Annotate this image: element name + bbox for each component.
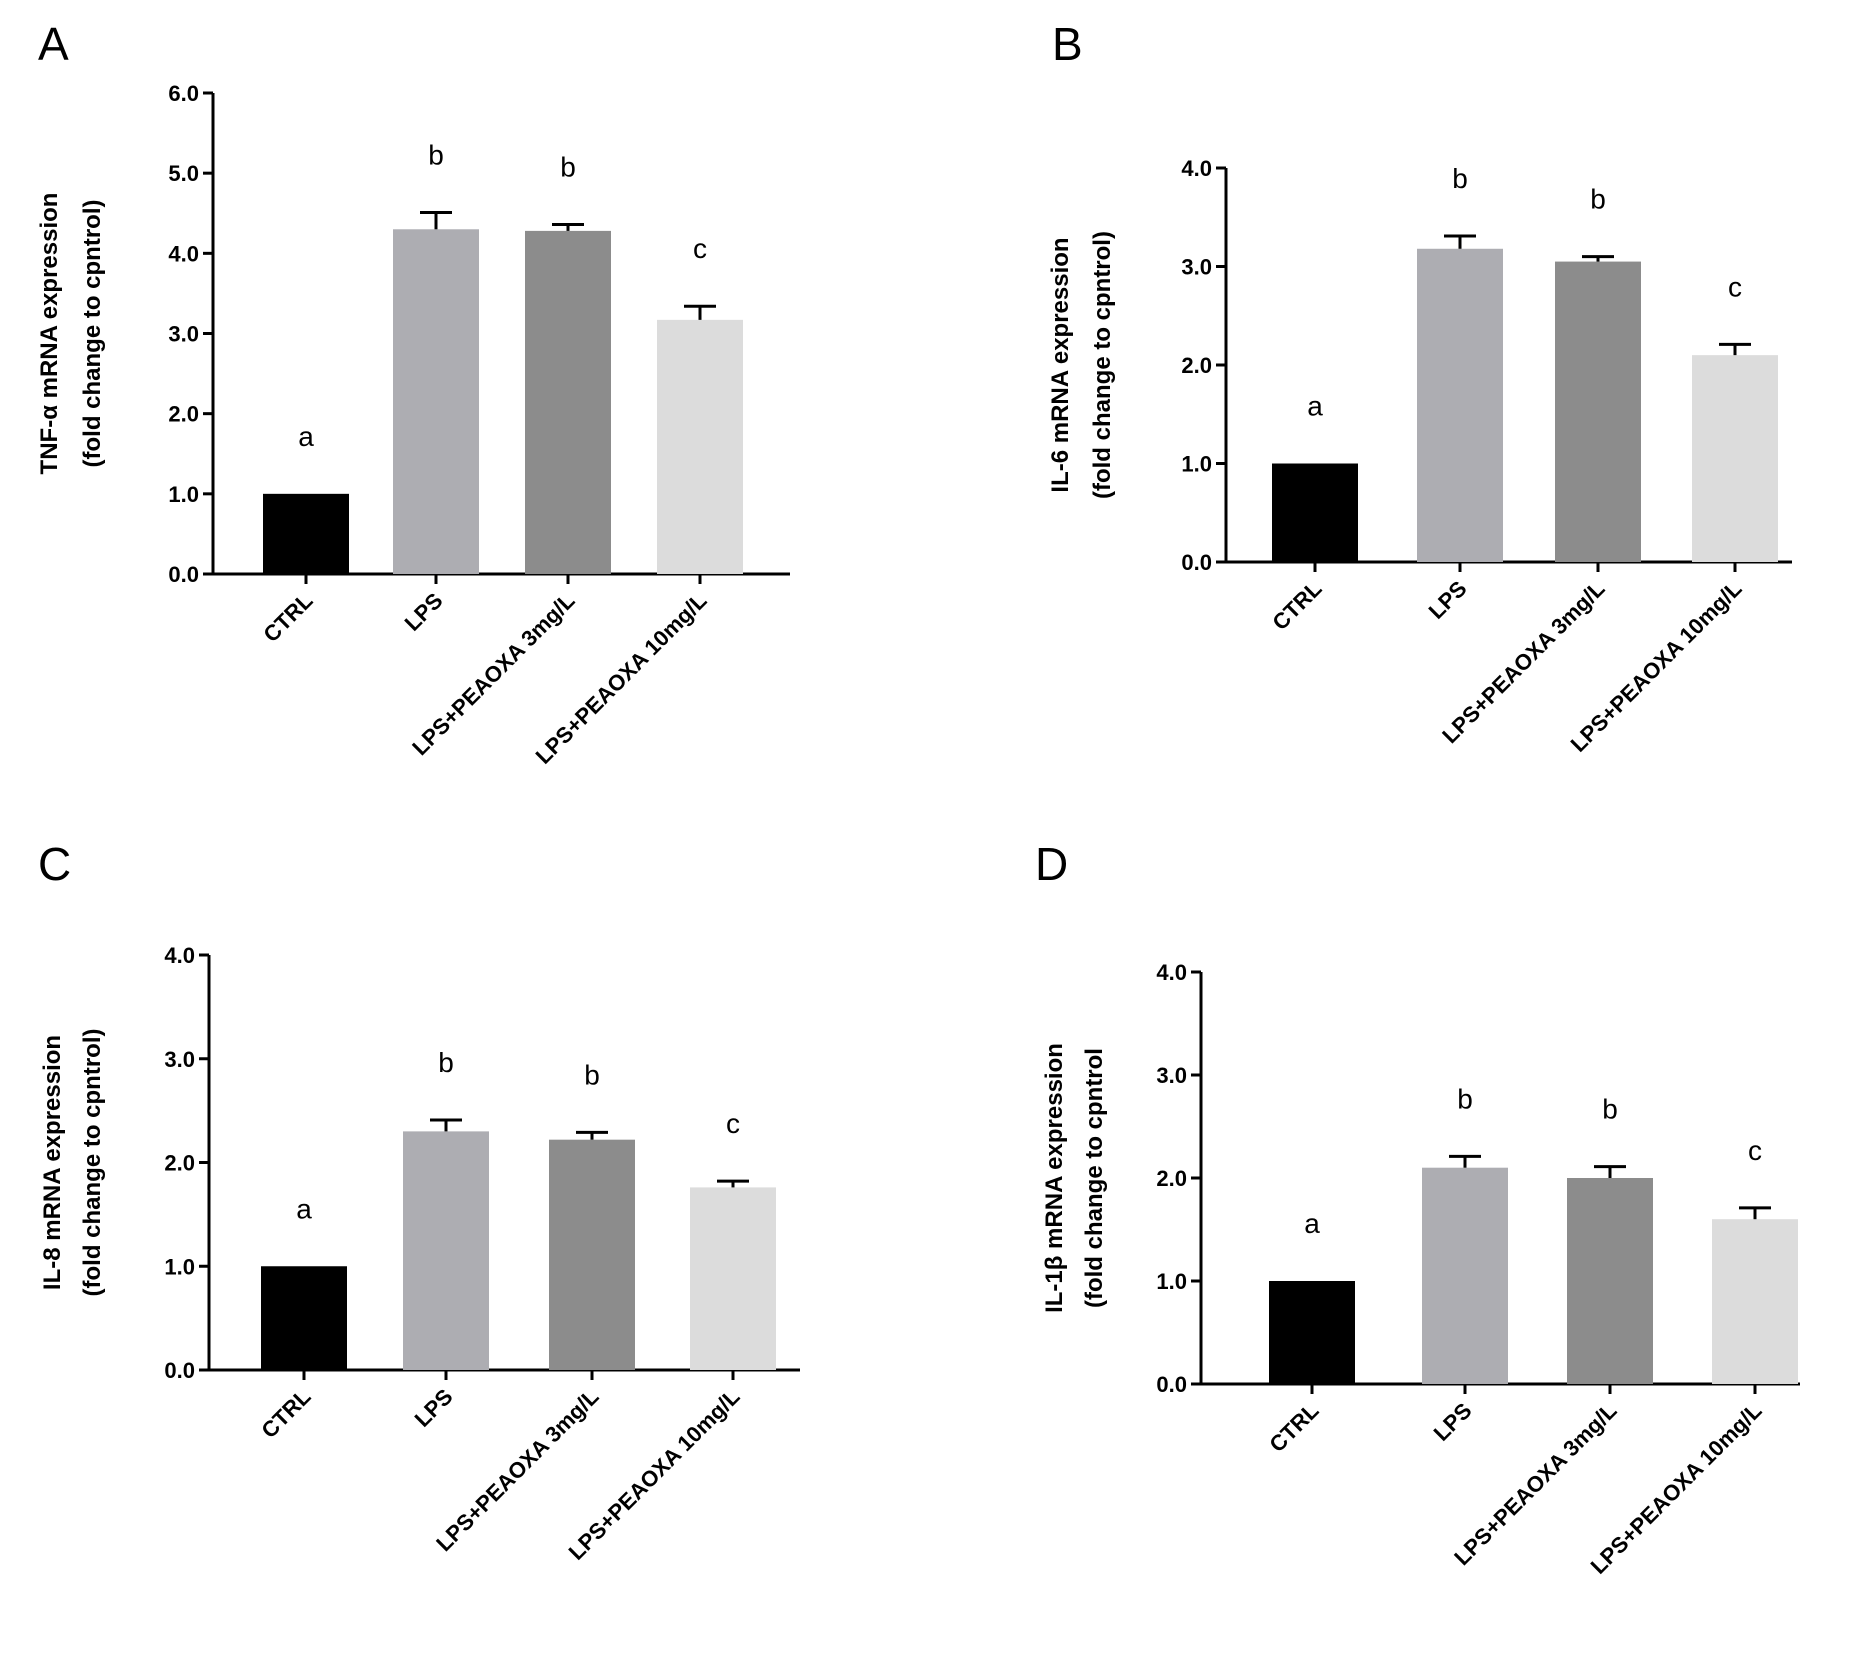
- y-tick-label: 0.0: [164, 1358, 195, 1383]
- y-tick-label: 4.0: [168, 241, 199, 266]
- panel-letter: B: [1052, 18, 1083, 70]
- x-category-label: CTRL: [256, 1384, 315, 1443]
- panel-letter: D: [1035, 838, 1068, 890]
- y-tick-label: 4.0: [164, 943, 195, 968]
- significance-label: b: [1457, 1083, 1473, 1114]
- bar: [1417, 248, 1503, 562]
- bar: [1272, 463, 1358, 562]
- y-tick-label: 2.0: [1156, 1166, 1187, 1191]
- bar: [525, 230, 611, 575]
- bar: [690, 1187, 776, 1370]
- x-category-label: LPS+PEAOXA 3mg/L: [431, 1384, 603, 1556]
- significance-label: c: [693, 233, 707, 264]
- y-axis-label: IL-1β mRNA expression: [1041, 1043, 1068, 1313]
- x-category-label: LPS: [410, 1384, 458, 1432]
- y-axis-label: IL-8 mRNA expression: [39, 1035, 66, 1290]
- x-category-label: LPS: [400, 588, 448, 636]
- y-axis-label-sub: (fold change to cpntrol): [1089, 231, 1116, 499]
- x-category-label: LPS+PEAOXA 3mg/L: [1449, 1398, 1621, 1570]
- y-axis-label-sub: (fold change to cpntrol: [1081, 1048, 1108, 1308]
- panel-d: D 0.0 1.0 2.0 3.0 4.0 IL-1β mRNA expression (fo…: [1035, 838, 1800, 1579]
- x-category-label: LPS+PEAOXA 10mg/L: [1586, 1398, 1767, 1579]
- y-tick-label: 3.0: [1181, 255, 1212, 280]
- panel-c: C 0.0 1.0 2.0 3.0 4.0 IL-8 mRNA expression (fol…: [38, 838, 800, 1565]
- y-tick-label: 5.0: [168, 161, 199, 186]
- bar: [1269, 1281, 1355, 1384]
- significance-label: b: [1452, 163, 1468, 194]
- significance-label: a: [298, 421, 314, 452]
- y-axis-label-sub: (fold change to cpntrol): [79, 1029, 106, 1297]
- y-tick-label: 2.0: [164, 1151, 195, 1176]
- significance-label: a: [1304, 1208, 1320, 1239]
- y-tick-label: 6.0: [168, 81, 199, 106]
- bar: [1692, 355, 1778, 562]
- panel-a: A 0.0 1.0 2.0 3.0 4.0 5.0 6.0 TNF-α mRNA express…: [36, 18, 790, 769]
- significance-label: b: [428, 139, 444, 170]
- bar: [657, 319, 743, 574]
- y-tick-label: 4.0: [1181, 156, 1212, 181]
- bar: [403, 1131, 489, 1370]
- x-category-label: CTRL: [258, 588, 317, 647]
- y-tick-label: 1.0: [1156, 1269, 1187, 1294]
- panel-letter: C: [38, 838, 71, 890]
- y-axis-label: IL-6 mRNA expression: [1047, 237, 1074, 492]
- significance-label: b: [584, 1059, 600, 1090]
- y-tick-label: 3.0: [168, 322, 199, 347]
- significance-label: b: [1602, 1094, 1618, 1125]
- y-tick-label: 0.0: [1181, 550, 1212, 575]
- significance-label: b: [560, 151, 576, 182]
- x-category-label: CTRL: [1267, 576, 1326, 635]
- significance-label: c: [726, 1108, 740, 1139]
- y-tick-label: 2.0: [168, 402, 199, 427]
- bar: [1555, 261, 1641, 562]
- y-tick-label: 3.0: [164, 1047, 195, 1072]
- bar: [263, 493, 349, 574]
- significance-label: c: [1748, 1135, 1762, 1166]
- bar: [1422, 1167, 1508, 1384]
- x-category-label: CTRL: [1264, 1398, 1323, 1457]
- significance-label: a: [296, 1193, 312, 1224]
- significance-label: b: [1590, 184, 1606, 215]
- bar: [1712, 1219, 1798, 1384]
- bar: [393, 229, 479, 575]
- x-category-label: LPS: [1429, 1398, 1477, 1446]
- y-tick-label: 0.0: [168, 562, 199, 587]
- bar: [261, 1266, 347, 1370]
- y-tick-label: 1.0: [164, 1254, 195, 1279]
- significance-label: c: [1728, 271, 1742, 302]
- panel-letter: A: [38, 18, 69, 70]
- bar: [1567, 1178, 1653, 1384]
- y-axis-label-sub: (fold change to cpntrol): [79, 200, 106, 468]
- significance-label: a: [1307, 391, 1323, 422]
- y-tick-label: 1.0: [168, 482, 199, 507]
- y-tick-label: 3.0: [1156, 1063, 1187, 1088]
- significance-label: b: [438, 1047, 454, 1078]
- x-category-label: LPS: [1424, 576, 1472, 624]
- y-tick-label: 2.0: [1181, 353, 1212, 378]
- panel-b: B 0.0 1.0 2.0 3.0 4.0 IL-6 mRNA expression (fol…: [1047, 18, 1792, 757]
- bar: [549, 1139, 635, 1370]
- y-axis-label: TNF-α mRNA expression: [36, 193, 63, 475]
- y-tick-label: 0.0: [1156, 1372, 1187, 1397]
- y-tick-label: 4.0: [1156, 960, 1187, 985]
- y-tick-label: 1.0: [1181, 452, 1212, 477]
